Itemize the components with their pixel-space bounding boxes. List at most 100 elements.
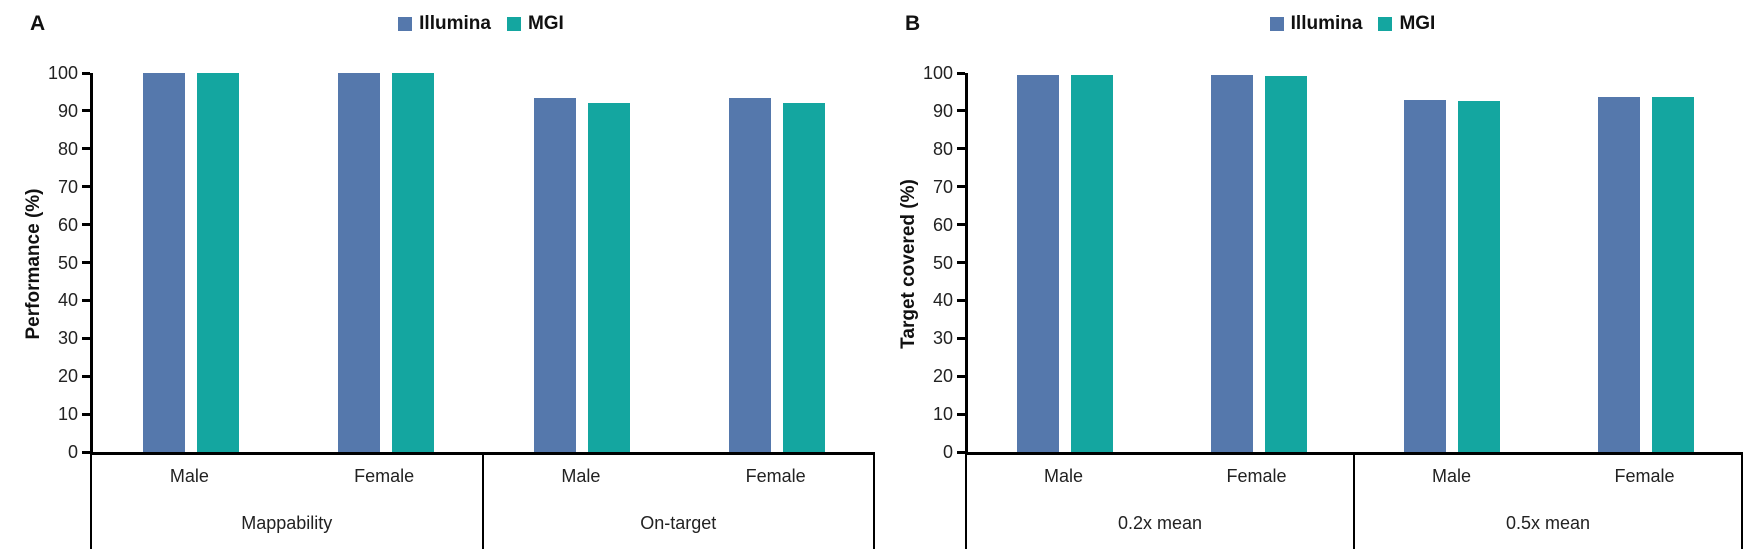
legend-item-mgi: MGI: [506, 13, 564, 35]
legend-swatch-mgi: [506, 17, 521, 31]
panel-a-tick-mark-90: [82, 109, 90, 113]
bar-mgi-0-5x-mean-male: [1458, 100, 1501, 452]
panel-b-tick-label-50: 50: [932, 252, 953, 273]
panel-b-tick-label-80: 80: [932, 138, 953, 159]
panel-a-group-1: [484, 73, 875, 452]
panel-b-tick-mark-80: [957, 147, 965, 151]
panel-a-tick-mark-80: [82, 147, 90, 151]
bar-illumina-mappability-female: [338, 73, 381, 452]
panel-a-x-group-0: Male Female Mappability: [92, 455, 484, 549]
panel-b-tick-label-100: 100: [922, 63, 953, 83]
panel-b-category-label-2: Male: [1431, 465, 1471, 486]
panel-a-tick-mark-10: [82, 412, 90, 416]
panel-a: A Illumina MGI Performance (%) 0 10 20 30 40 5…: [0, 0, 880, 549]
panel-a-tick-mark-100: [82, 71, 90, 75]
panel-b-tick-mark-90: [957, 109, 965, 113]
panel-a-x-group-1: Male Female On-target: [484, 455, 875, 549]
panel-a-legend: Illumina MGI: [90, 13, 872, 35]
panel-b-category-label-1: Female: [1226, 465, 1287, 486]
panel-b-band-3: [1549, 73, 1743, 452]
panel-b-category-label-0: Male: [1043, 465, 1083, 486]
panel-a-tick-label-10: 10: [57, 404, 78, 425]
panel-b-tick-mark-100: [957, 71, 965, 75]
bar-mgi-0-2x-mean-female: [1264, 75, 1307, 452]
panel-a-tick-mark-50: [82, 261, 90, 264]
panel-a-category-label-2: Male: [561, 465, 601, 486]
panel-b-tick-label-90: 90: [932, 100, 953, 121]
panel-a-category-row-1: Male Female: [484, 455, 874, 497]
bar-mgi-0-2x-mean-male: [1070, 75, 1113, 452]
bar-illumina-mappability-male: [142, 73, 185, 452]
panel-a-tick-label-40: 40: [57, 290, 78, 311]
legend-label-illumina: Illumina: [1290, 13, 1363, 34]
panel-a-tick-mark-70: [82, 185, 90, 189]
panel-b-group-0: [968, 73, 1356, 452]
panel-b-tick-mark-0: [957, 450, 965, 454]
panel-a-letter: A: [30, 12, 46, 35]
bar-illumina-on-target-male: [533, 97, 576, 452]
panel-b-group-1: [1356, 73, 1744, 452]
panel-b-band-2: [1356, 73, 1550, 452]
bar-illumina-0-5x-mean-male: [1404, 99, 1447, 452]
panel-a-tick-label-0: 0: [67, 442, 78, 462]
panel-a-x-axis: Male Female Mappability Male Female On-target: [90, 455, 875, 549]
panel-a-tick-mark-40: [82, 298, 90, 302]
panel-a-group-label-mappability: Mappability: [241, 512, 333, 533]
panel-a-tick-label-60: 60: [57, 214, 78, 235]
panel-b-legend: Illumina MGI: [965, 13, 1740, 35]
legend-label-mgi: MGI: [1399, 13, 1436, 34]
panel-a-tick-label-50: 50: [57, 252, 78, 273]
panel-b-tick-label-30: 30: [932, 328, 953, 349]
panel-b-tick-label-0: 0: [942, 442, 953, 462]
bar-mgi-on-target-female: [783, 102, 826, 452]
legend-swatch-illumina: [398, 17, 413, 31]
legend-item-illumina: Illumina: [398, 13, 491, 35]
panel-a-tick-label-20: 20: [57, 366, 78, 387]
panel-b-tick-label-40: 40: [932, 290, 953, 311]
panel-a-tick-label-90: 90: [57, 100, 78, 121]
legend-label-mgi: MGI: [527, 13, 564, 34]
panel-b-tick-mark-70: [957, 185, 965, 189]
panel-b-letter: B: [905, 12, 921, 35]
panel-a-category-label-3: Female: [745, 465, 806, 486]
panel-b-tick-mark-40: [957, 298, 965, 302]
bar-illumina-0-2x-mean-female: [1210, 74, 1253, 452]
panel-b: B Illumina MGI Target covered (%) 0 10 20 30…: [875, 0, 1764, 549]
panel-a-category-label-0: Male: [169, 465, 209, 486]
bar-illumina-on-target-female: [729, 97, 772, 452]
panel-a-band-2: [484, 73, 680, 452]
bar-mgi-mappability-male: [196, 73, 239, 452]
legend-label-illumina: Illumina: [419, 13, 491, 34]
panel-b-band-0: [968, 73, 1162, 452]
panel-a-band-0: [93, 73, 289, 452]
panel-b-tick-label-10: 10: [932, 404, 953, 425]
panel-a-tick-mark-60: [82, 223, 90, 227]
panel-a-tick-label-70: 70: [57, 176, 78, 197]
bar-mgi-on-target-male: [587, 102, 630, 452]
panel-b-category-row-1: Male Female: [1355, 455, 1741, 497]
panel-a-category-label-1: Female: [354, 465, 415, 486]
panel-b-plot-area: [965, 73, 1743, 455]
legend-swatch-mgi: [1378, 17, 1393, 31]
panel-b-band-1: [1162, 73, 1356, 452]
panel-b-tick-mark-60: [957, 223, 965, 227]
panel-b-tick-mark-20: [957, 374, 965, 378]
bar-mgi-0-5x-mean-female: [1652, 96, 1695, 452]
panel-b-x-axis: Male Female 0.2x mean Male Female 0.5x mean: [965, 455, 1743, 549]
panel-a-band-1: [289, 73, 485, 452]
panel-b-tick-mark-10: [957, 412, 965, 416]
panel-b-tick-label-60: 60: [932, 214, 953, 235]
panel-a-plot-area: [90, 73, 875, 455]
panel-a-tick-label-80: 80: [57, 138, 78, 159]
panel-b-tick-label-70: 70: [932, 176, 953, 197]
bar-illumina-0-2x-mean-male: [1016, 74, 1059, 452]
bar-illumina-0-5x-mean-female: [1598, 96, 1641, 452]
panel-b-tick-mark-50: [957, 261, 965, 264]
panel-a-tick-label-30: 30: [57, 328, 78, 349]
panel-b-x-group-0: Male Female 0.2x mean: [967, 455, 1355, 549]
panel-a-tick-mark-30: [82, 336, 90, 340]
panel-b-category-row-0: Male Female: [967, 455, 1353, 497]
legend-swatch-illumina: [1269, 17, 1284, 31]
panel-b-category-label-3: Female: [1614, 465, 1675, 486]
